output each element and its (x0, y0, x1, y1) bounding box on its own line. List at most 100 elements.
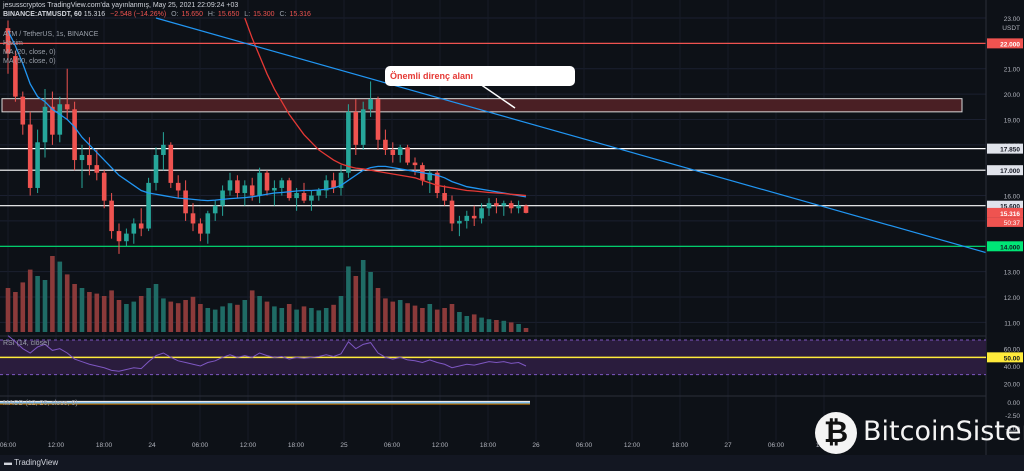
candle (294, 193, 299, 199)
candle (87, 154, 92, 166)
volume-bar (257, 296, 262, 332)
countdown-box (987, 217, 1023, 227)
candle (249, 185, 255, 196)
y-tick-label: 11.00 (1004, 320, 1020, 327)
candle (138, 223, 144, 229)
x-tick-label: 06:00 (192, 442, 209, 449)
volume-bar (383, 298, 388, 332)
macd-tick-label: 0.00 (1007, 400, 1020, 407)
annotation-callout[interactable]: Önemli direnç alanı (385, 66, 575, 86)
candle (20, 96, 26, 125)
low-value: 15.300 (253, 11, 275, 18)
candle (64, 104, 70, 110)
rsi-tick-label: 20.00 (1004, 381, 1021, 388)
candle (42, 106, 48, 143)
x-tick-label: 06:00 (768, 442, 785, 449)
volume-bar (27, 269, 33, 332)
volume-bar (190, 296, 196, 332)
candle (212, 205, 218, 214)
rsi-tick-label: 50.00 (1004, 355, 1021, 362)
candle (94, 165, 100, 173)
ma50-label[interactable]: MA (50, close, 0) (3, 58, 56, 65)
candle (412, 162, 418, 166)
candle (205, 213, 211, 234)
price-label-box (987, 38, 1023, 49)
candle (161, 144, 166, 155)
volume-bar (57, 261, 63, 332)
y-tick-label: 13.00 (1004, 270, 1021, 277)
volume-bar (390, 301, 396, 332)
price-label: 14.000 (1000, 244, 1020, 251)
x-tick-label: 27 (724, 442, 732, 449)
candle (227, 180, 233, 191)
candle (338, 172, 344, 188)
candle (397, 147, 403, 155)
volume-bar (227, 303, 233, 332)
footer-bar (0, 455, 1024, 471)
tradingview-label: TradingView (14, 458, 59, 467)
volume-bar (220, 306, 225, 332)
ma20-label[interactable]: MA (20, close, 0) (3, 49, 56, 56)
volume-bar (242, 300, 248, 332)
open-value: 15.650 (181, 11, 203, 18)
volume-bar (5, 288, 11, 332)
candle (353, 111, 359, 145)
candle (501, 203, 507, 206)
volume-bar (449, 304, 455, 332)
currency-label: USDT (1002, 25, 1020, 32)
candle (508, 203, 514, 209)
x-tick-label: 18:00 (672, 442, 689, 449)
candle (457, 220, 462, 224)
candle (198, 223, 203, 234)
candle (235, 180, 240, 194)
callout-pointer (479, 83, 516, 109)
volume-bar (508, 322, 514, 332)
countdown-label: 50:37 (1004, 220, 1021, 227)
volume-bar (183, 300, 188, 332)
candle (360, 109, 366, 145)
candle (383, 139, 388, 150)
price-label-box (987, 165, 1023, 176)
candle (368, 99, 373, 110)
volume-bar (50, 256, 55, 332)
candle (442, 193, 447, 201)
x-tick-label: 12:00 (624, 442, 641, 449)
symbol-label[interactable]: BINANCE:ATMUSDT, 60 (3, 11, 82, 18)
volume-bar (79, 288, 85, 332)
price-axis (986, 0, 1024, 455)
trendline (155, 17, 1000, 258)
rsi-label[interactable]: RSI (14, close) (3, 340, 50, 347)
candle (5, 28, 11, 54)
volume-bar (501, 320, 507, 332)
macd-tick-label: -5.00 (1005, 426, 1020, 433)
last-price: 15.316 (83, 11, 106, 18)
candle (331, 180, 336, 188)
volume-bar (346, 266, 351, 332)
volume-bar (20, 282, 26, 332)
candle (523, 205, 529, 213)
volume-bar (138, 296, 144, 332)
volume-bar (286, 304, 292, 332)
volume-bar (168, 301, 174, 332)
candle (109, 200, 114, 232)
volume-bar (198, 304, 203, 332)
volume-bar (272, 306, 277, 332)
price-label-box (987, 143, 1023, 154)
volume-bar (13, 292, 18, 332)
volume-bar (109, 290, 114, 332)
volume-indicator-label[interactable]: Hacim (3, 40, 23, 47)
watermark-text: BitcoinSistemi (863, 416, 1024, 447)
volume-bar (101, 296, 107, 332)
volume-bar (434, 309, 440, 332)
candle (79, 154, 85, 161)
price-change: −2.548 (−14.26%) (110, 11, 167, 18)
candle (323, 180, 329, 191)
macd-label[interactable]: MACD (12, 26, close, 9) (3, 400, 78, 407)
candle (190, 213, 196, 224)
y-tick-label: 16.00 (1004, 194, 1021, 201)
volume-bar (279, 308, 285, 332)
volume-bar (153, 284, 159, 332)
tradingview-logo[interactable]: ▬ TradingView (4, 458, 58, 467)
x-tick-label: 26 (532, 442, 540, 449)
price-label-box (987, 200, 1023, 211)
